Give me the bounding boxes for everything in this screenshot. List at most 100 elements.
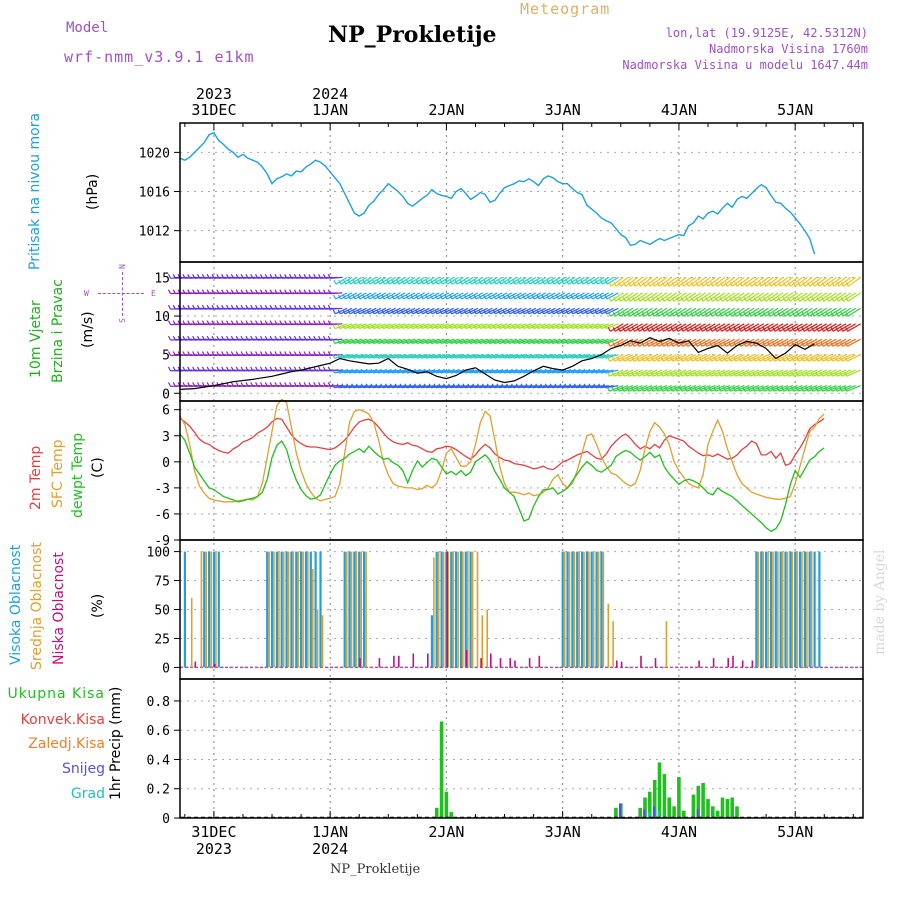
high-cloud-bar xyxy=(818,551,821,668)
wind-barb-flag xyxy=(835,342,839,347)
wind-barb xyxy=(722,276,735,287)
mid-cloud-bar xyxy=(467,551,469,668)
wind-barb-flag xyxy=(781,342,785,347)
wind-barb-flag xyxy=(501,368,505,374)
wind-barb-flag xyxy=(395,353,399,359)
wind-barb xyxy=(610,276,624,287)
wind-barb xyxy=(442,276,455,285)
wind-barb-flag xyxy=(675,312,679,317)
wind-barb-flag xyxy=(815,356,819,362)
wind-barb-flag xyxy=(206,320,210,325)
wind-barb-flag xyxy=(806,342,810,347)
wind-barb-flag xyxy=(589,339,593,344)
wind-barb xyxy=(363,385,377,389)
wind-barb-flag xyxy=(433,339,438,344)
mid-cloud-bar xyxy=(665,621,668,668)
wind-barb xyxy=(672,323,687,332)
wind-barb-flag xyxy=(535,324,540,329)
wind-barb xyxy=(416,354,430,359)
wind-barb xyxy=(745,307,760,317)
wind-barb-flag xyxy=(603,339,607,344)
wind-barb xyxy=(490,276,503,285)
wind-barb-flag xyxy=(715,282,719,287)
wind-barb-flag xyxy=(250,351,254,356)
wind-barb-flag xyxy=(704,342,708,347)
wind-barb xyxy=(431,338,445,345)
wind-barb-flag xyxy=(486,368,491,374)
wind-barb-flag xyxy=(768,282,772,287)
wind-barb-flag xyxy=(269,289,273,294)
wind-barb xyxy=(417,338,430,345)
wind-barb xyxy=(643,338,658,347)
wind-barb-flag xyxy=(584,339,588,344)
wind-barb xyxy=(543,292,556,300)
wind-barb-flag xyxy=(645,371,649,377)
wind-barb-flag xyxy=(322,304,327,310)
high-cloud-bar xyxy=(208,551,211,668)
wind-barb xyxy=(504,323,517,330)
wind-barb xyxy=(784,292,798,302)
wind-barb-flag xyxy=(781,386,785,392)
wind-barb-flag xyxy=(333,279,337,285)
wind-barb xyxy=(633,369,648,377)
wind-barb-flag xyxy=(728,356,732,362)
wind-barb xyxy=(625,276,639,287)
wind-barb xyxy=(403,292,416,300)
wind-barb xyxy=(571,354,585,359)
wind-barb-flag xyxy=(555,294,560,300)
wind-barb-flag xyxy=(616,386,620,392)
wind-barb xyxy=(504,354,517,359)
wind-barb-flag xyxy=(284,320,288,325)
wind-barb xyxy=(417,276,430,285)
wind-barb xyxy=(403,276,416,285)
wind-barb-flag xyxy=(250,304,254,310)
wind-barb xyxy=(499,323,513,330)
wind-barb-flag xyxy=(825,327,829,332)
high-cloud-bar xyxy=(212,551,215,668)
wind-barb-flag xyxy=(626,342,630,347)
wind-barb-flag xyxy=(453,309,457,315)
wind-barb-flag xyxy=(792,297,796,302)
wind-barb xyxy=(547,369,561,374)
wind-barb-flag xyxy=(433,353,437,359)
wind-barb xyxy=(353,369,367,374)
wind-barb-flag xyxy=(555,324,559,329)
wind-barb xyxy=(697,323,711,332)
wind-barb-flag xyxy=(375,339,379,344)
wind-barb xyxy=(553,307,566,315)
wind-barb xyxy=(349,338,362,345)
wind-barb-flag xyxy=(338,279,342,285)
wind-barb-flag xyxy=(443,368,447,374)
wind-barb-flag xyxy=(839,371,843,377)
wind-barb xyxy=(494,369,508,374)
wind-barb-flag xyxy=(791,356,795,362)
wind-barb xyxy=(774,323,789,332)
wind-barb-flag xyxy=(303,351,307,356)
panel-bg-precip xyxy=(180,679,863,818)
precip-total-bar xyxy=(439,721,444,818)
wind-barb xyxy=(474,354,488,359)
wind-barb-flag xyxy=(749,282,753,287)
wind-barb-flag xyxy=(782,327,786,332)
wind-barb-flag xyxy=(835,327,839,332)
wind-barb-flag xyxy=(376,309,380,315)
wind-barb-flag xyxy=(167,304,172,310)
wind-barb xyxy=(701,369,716,377)
wind-barb xyxy=(548,307,561,315)
wind-barb-flag xyxy=(433,368,437,374)
wind-barb xyxy=(523,338,537,345)
wind-barb xyxy=(363,338,377,345)
wind-barb-flag xyxy=(621,371,625,377)
wind-barb xyxy=(557,354,571,359)
wind-barb-flag xyxy=(341,368,345,374)
wind-barb-flag xyxy=(521,324,525,329)
wind-barb xyxy=(450,338,464,345)
wind-barb-flag xyxy=(527,279,531,285)
wind-barb-flag xyxy=(805,386,809,392)
compass-cross-h xyxy=(98,293,144,294)
wind-barb xyxy=(547,385,561,389)
wind-barb-flag xyxy=(642,297,646,302)
precip-total-bar xyxy=(648,791,652,818)
wind-barb xyxy=(657,354,672,362)
wind-barb-flag xyxy=(493,279,497,285)
